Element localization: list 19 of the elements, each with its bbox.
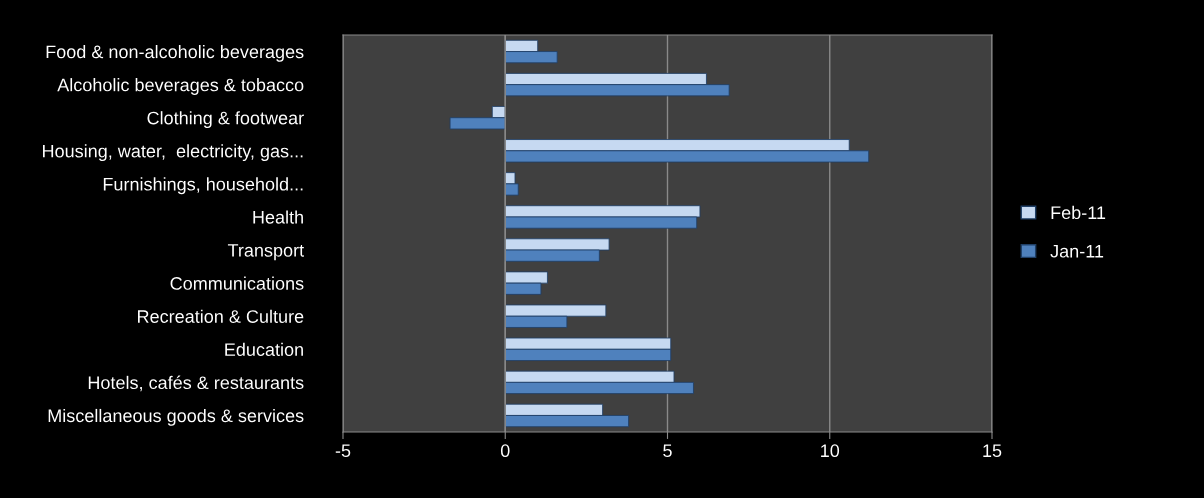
legend-label: Jan-11: [1050, 245, 1104, 258]
y-tick-label: Food & non-alcoholic beverages: [46, 45, 304, 62]
y-tick-label: Recreation & Culture: [138, 309, 304, 323]
y-tick-label: Miscellaneous goods & services: [48, 408, 304, 426]
y-tick-label: Furnishings, household...: [103, 177, 303, 195]
y-tick-label: Clothing & footwear: [147, 111, 304, 128]
y-tick-label: Education: [225, 342, 303, 357]
y-tick-label: Housing, water, electricity, gas...: [43, 144, 303, 162]
y-tick-label: Transport: [227, 244, 304, 261]
x-tick-label: 10: [821, 444, 840, 458]
y-tick-label: Hotels, cafés & restaurants: [88, 375, 304, 392]
x-tick-label: 15: [983, 444, 1002, 458]
y-tick-label: Communications: [170, 276, 304, 290]
x-tick-label: 5: [663, 444, 672, 458]
legend-label: Feb-11: [1051, 205, 1106, 220]
y-tick-label: Health: [253, 210, 303, 224]
x-tick-label: 0: [500, 444, 510, 458]
y-tick-label: Alcoholic beverages & tobacco: [57, 78, 304, 95]
x-tick-label: -5: [335, 444, 351, 458]
